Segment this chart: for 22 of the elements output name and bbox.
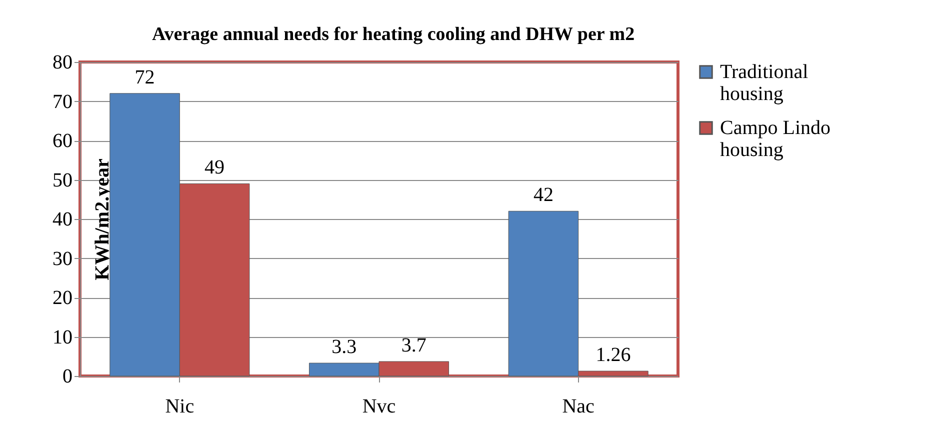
data-label: 1.26 <box>596 344 631 366</box>
data-label: 3.3 <box>332 336 357 358</box>
y-tick-label: 0 <box>62 366 72 388</box>
y-tick-label: 10 <box>52 326 72 348</box>
data-label: 72 <box>134 66 155 88</box>
data-label: 3.7 <box>401 334 426 356</box>
data-label: 42 <box>533 184 554 206</box>
x-tick-label: Nac <box>562 396 595 418</box>
x-tick-label: Nvc <box>362 396 396 418</box>
chart-title: Average annual needs for heating cooling and DHW per m2 <box>152 24 635 45</box>
y-tick-label: 60 <box>52 130 72 152</box>
data-label: 49 <box>204 156 225 179</box>
y-tick-label: 80 <box>52 52 72 74</box>
y-tick-label: 20 <box>52 287 72 309</box>
y-axis-title: KWh/m2.year <box>92 158 114 280</box>
legend-label: Campo Lindo housing <box>720 117 831 161</box>
legend-label: Traditional housing <box>720 61 809 105</box>
y-tick-label: 70 <box>52 90 72 113</box>
y-tick-label: 30 <box>52 248 72 270</box>
y-tick-label: 40 <box>52 208 72 230</box>
y-tick-label: 50 <box>52 169 72 192</box>
x-tick-label: Nic <box>165 396 194 418</box>
